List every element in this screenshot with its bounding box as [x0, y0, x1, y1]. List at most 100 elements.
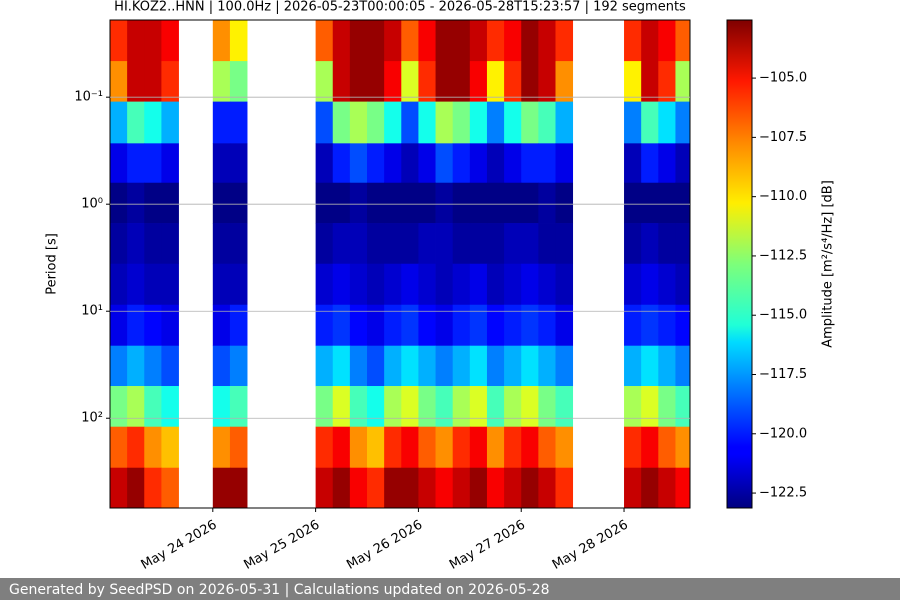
heatmap-cell: [349, 386, 368, 428]
heatmap-cell: [401, 223, 419, 265]
heatmap-cell: [452, 426, 471, 469]
heatmap-cell: [315, 20, 334, 62]
heatmap-cell: [110, 426, 128, 469]
heatmap-cell: [538, 143, 556, 184]
heatmap-cell: [469, 467, 488, 508]
heatmap-cell: [641, 20, 659, 62]
heatmap-cell: [332, 143, 351, 184]
heatmap-cell: [110, 182, 128, 224]
heatmap-cell: [315, 386, 334, 428]
heatmap-cell: [624, 182, 642, 224]
heatmap-cell: [504, 101, 522, 144]
heatmap-cell: [367, 101, 385, 144]
heatmap-cell: [435, 61, 454, 103]
heatmap-cell: [555, 61, 574, 103]
heatmap-cell: [315, 143, 334, 184]
heatmap-cell: [367, 223, 385, 265]
heatmap-cell: [349, 223, 368, 265]
heatmap-cell: [315, 182, 334, 224]
heatmap-cell: [452, 304, 471, 347]
heatmap-cell: [658, 426, 676, 469]
heatmap-cell: [486, 101, 505, 144]
heatmap-cell: [555, 426, 574, 469]
heatmap-cell: [675, 182, 690, 224]
heatmap-cell: [469, 20, 488, 62]
heatmap-cell: [127, 182, 145, 224]
heatmap-cell: [452, 182, 471, 224]
heatmap-cell: [418, 20, 436, 62]
heatmap-cell: [504, 182, 522, 224]
heatmap-cell: [110, 467, 128, 508]
heatmap-cell: [641, 223, 659, 265]
heatmap-cell: [418, 223, 436, 265]
heatmap-cell: [315, 101, 334, 144]
heatmap-cell: [675, 223, 690, 265]
heatmap-cell: [418, 386, 436, 428]
heatmap-cell: [538, 263, 556, 306]
heatmap-cell: [367, 304, 385, 347]
heatmap-cell: [161, 143, 179, 184]
heatmap-cell: [521, 61, 539, 103]
heatmap-cell: [401, 20, 419, 62]
heatmap-cell: [675, 143, 690, 184]
heatmap-cell: [110, 386, 128, 428]
heatmap-cell: [315, 345, 334, 387]
heatmap-cell: [469, 182, 488, 224]
heatmap-cell: [349, 61, 368, 103]
heatmap-cell: [110, 101, 128, 144]
heatmap-cell: [624, 345, 642, 387]
heatmap-cell: [658, 20, 676, 62]
heatmap-cell: [332, 101, 351, 144]
heatmap-cell: [384, 223, 402, 265]
heatmap-cell: [384, 263, 402, 306]
heatmap-cell: [486, 143, 505, 184]
heatmap-cell: [521, 386, 539, 428]
heatmap-cell: [624, 143, 642, 184]
heatmap-cell: [624, 467, 642, 508]
heatmap-cell: [469, 263, 488, 306]
heatmap-cell: [469, 143, 488, 184]
heatmap-cell: [521, 143, 539, 184]
heatmap-cell: [110, 143, 128, 184]
heatmap-cell: [367, 263, 385, 306]
heatmap-cell: [504, 426, 522, 469]
heatmap-cell: [384, 467, 402, 508]
heatmap-cell: [110, 223, 128, 265]
heatmap-cell: [212, 263, 231, 306]
heatmap-cell: [212, 345, 231, 387]
heatmap-cell: [384, 345, 402, 387]
heatmap-cell: [675, 345, 690, 387]
heatmap-cell: [401, 345, 419, 387]
heatmap-cell: [675, 386, 690, 428]
heatmap-cell: [127, 467, 145, 508]
heatmap-cell: [144, 182, 162, 224]
heatmap-cell: [110, 304, 128, 347]
heatmap-cell: [486, 182, 505, 224]
heatmap-cell: [161, 345, 179, 387]
x-tick-label: May 24 2026: [139, 518, 220, 573]
heatmap-cell: [384, 101, 402, 144]
heatmap-cell: [658, 345, 676, 387]
x-tick-label: May 25 2026: [241, 518, 322, 573]
heatmap-cell: [161, 467, 179, 508]
heatmap-cell: [555, 20, 574, 62]
heatmap-cell: [418, 182, 436, 224]
colorbar-tick-label: −110.0: [759, 189, 807, 204]
heatmap-cell: [435, 143, 454, 184]
heatmap-cell: [144, 263, 162, 306]
heatmap-cell: [349, 143, 368, 184]
heatmap-cell: [212, 467, 231, 508]
heatmap-cell: [401, 263, 419, 306]
heatmap-cell: [212, 61, 231, 103]
heatmap-cell: [675, 426, 690, 469]
heatmap-cell: [401, 143, 419, 184]
heatmap-cell: [675, 20, 690, 62]
heatmap-cell: [332, 345, 351, 387]
heatmap-cell: [641, 467, 659, 508]
heatmap-cell: [127, 263, 145, 306]
y-tick-label: 10¹: [81, 304, 103, 319]
x-tick-label: May 28 2026: [550, 518, 631, 573]
heatmap-cell: [675, 263, 690, 306]
heatmap-cell: [229, 386, 248, 428]
heatmap-cell: [452, 20, 471, 62]
